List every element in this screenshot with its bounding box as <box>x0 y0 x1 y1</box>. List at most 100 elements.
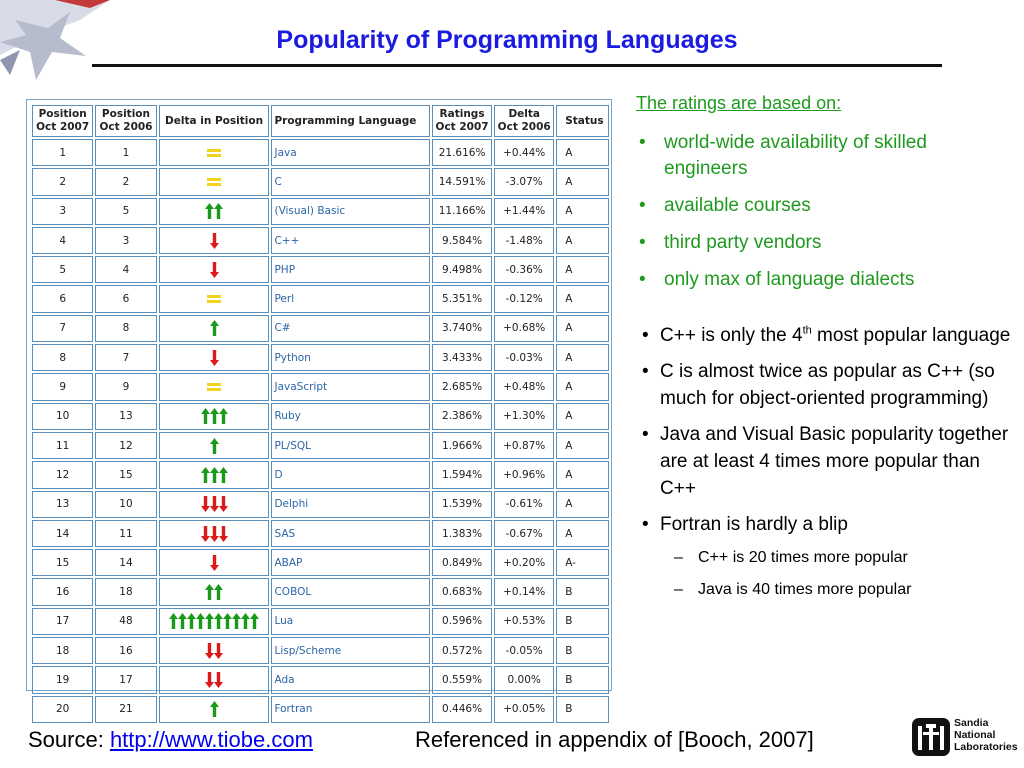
cell-language: PHP <box>271 256 430 284</box>
sandia-thunderbird-icon <box>918 724 944 750</box>
cell-language: PL/SQL <box>271 431 430 460</box>
cell-delta-position <box>158 226 270 255</box>
trend-arrows <box>160 521 269 546</box>
cell-rating: 0.596% <box>431 607 493 636</box>
cell-position-2006: 10 <box>95 490 157 518</box>
header-position-2007-text: Position Oct 2007 <box>36 108 90 133</box>
cell-delta-2006: +1.30% <box>494 402 555 430</box>
language-link[interactable]: C <box>274 175 282 188</box>
language-link[interactable]: JavaScript <box>274 381 328 394</box>
table-row: 8 7 Python 3.433% -0.03% A <box>32 344 609 372</box>
dash: – <box>674 581 683 598</box>
arrow-up-icon <box>209 701 219 718</box>
cell-delta-2006: +0.44% <box>494 139 555 167</box>
fortran-sub-list: – C++ is 20 times more popular – Java is 4… <box>636 547 1011 601</box>
cell-status: B <box>556 607 609 636</box>
arrow-up-icon <box>196 613 206 630</box>
language-link[interactable]: SAS <box>274 527 296 540</box>
language-link[interactable]: Python <box>274 351 311 364</box>
cell-rating: 3.740% <box>431 314 493 343</box>
cell-language: D <box>271 461 430 489</box>
list-item: • C++ is only the 4th most popular langua… <box>636 322 1011 349</box>
table-row: 13 10 Delphi 1.539% -0.61% A <box>32 490 609 518</box>
cell-delta-2006: -0.67% <box>494 519 555 548</box>
cell-position-2007: 9 <box>32 373 94 401</box>
cell-delta-position <box>158 402 270 430</box>
language-link[interactable]: D <box>274 468 283 481</box>
cell-delta-2006: -1.48% <box>494 226 555 255</box>
arrow-down-icon <box>200 525 210 542</box>
cell-rating: 2.685% <box>431 373 493 401</box>
cell-position-2006: 4 <box>95 256 157 284</box>
table-row: 10 13 Ruby 2.386% +1.30% A <box>32 402 609 430</box>
cell-rating: 2.386% <box>431 402 493 430</box>
table-row: 3 5 (Visual) Basic 11.166% +1.44% A <box>32 197 609 225</box>
trend-arrows <box>160 609 269 634</box>
cell-language: SAS <box>271 519 430 548</box>
language-link[interactable]: Lua <box>274 615 294 628</box>
bullet: • <box>642 361 649 382</box>
arrow-up-icon <box>205 203 215 220</box>
arrow-up-icon <box>200 408 210 425</box>
cell-rating: 1.539% <box>431 490 493 518</box>
language-link[interactable]: (Visual) Basic <box>274 205 346 218</box>
language-link[interactable]: Perl <box>274 293 295 306</box>
cell-rating: 1.383% <box>431 519 493 548</box>
cell-language: Lua <box>271 607 430 636</box>
cell-delta-2006: +0.20% <box>494 549 555 577</box>
cell-rating: 1.966% <box>431 431 493 460</box>
arrow-up-icon <box>250 613 260 630</box>
language-link[interactable]: Lisp/Scheme <box>274 644 342 657</box>
cell-position-2006: 1 <box>95 139 157 167</box>
decorative-star-icon <box>0 0 110 80</box>
language-link[interactable]: C# <box>274 322 291 335</box>
language-link[interactable]: Fortran <box>274 703 313 716</box>
arrow-down-icon <box>209 554 219 571</box>
cpp-rank-after: most popular language <box>811 325 1011 346</box>
table-row: 4 3 C++ 9.584% -1.48% A <box>32 226 609 255</box>
language-link[interactable]: Java <box>274 146 297 159</box>
header-delta-position: Delta in Position <box>158 105 270 137</box>
cell-status: A <box>556 373 609 401</box>
cell-position-2007: 3 <box>32 197 94 225</box>
arrow-up-icon <box>241 613 251 630</box>
bullet: • <box>642 424 649 445</box>
list-item: • available courses <box>636 193 1011 219</box>
language-link[interactable]: PL/SQL <box>274 439 311 452</box>
table-row: 14 11 SAS 1.383% -0.67% A <box>32 519 609 548</box>
cell-rating: 0.683% <box>431 578 493 606</box>
cell-position-2006: 15 <box>95 461 157 489</box>
header-status: Status <box>556 105 609 137</box>
header-language: Programming Language <box>271 105 430 137</box>
logo-line: Sandia <box>954 717 989 729</box>
dash: – <box>674 549 683 566</box>
cell-rating: 3.433% <box>431 344 493 372</box>
cell-language: Python <box>271 344 430 372</box>
language-link[interactable]: Ada <box>274 673 295 686</box>
language-link[interactable]: Ruby <box>274 410 301 423</box>
ratings-basis-title: The ratings are based on: <box>636 93 842 113</box>
cell-status: A <box>556 256 609 284</box>
cell-position-2006: 6 <box>95 285 157 313</box>
arrow-down-icon <box>209 232 219 249</box>
language-link[interactable]: Delphi <box>274 498 309 511</box>
c-vs-cpp-text: C is almost twice as popular as C++ (so … <box>660 361 995 409</box>
cell-language: C++ <box>271 226 430 255</box>
cell-status: B <box>556 578 609 606</box>
cell-language: Perl <box>271 285 430 313</box>
cell-delta-2006: +0.05% <box>494 695 555 723</box>
language-link[interactable]: C++ <box>274 234 300 247</box>
arrow-down-icon <box>214 642 224 659</box>
arrow-up-icon <box>218 466 228 483</box>
source-link[interactable]: http://www.tiobe.com <box>109 727 313 752</box>
trend-arrows <box>160 638 269 663</box>
table-row: 5 4 PHP 9.498% -0.36% A <box>32 256 609 284</box>
language-link[interactable]: PHP <box>274 263 296 276</box>
slide-title: Popularity of Programming Languages <box>276 26 738 54</box>
cell-delta-2006: +0.87% <box>494 431 555 460</box>
cell-position-2006: 18 <box>95 578 157 606</box>
header-position-2006-text: Position Oct 2006 <box>99 108 153 133</box>
language-link[interactable]: COBOL <box>274 586 312 599</box>
trend-arrows <box>160 404 269 429</box>
language-link[interactable]: ABAP <box>274 556 303 569</box>
